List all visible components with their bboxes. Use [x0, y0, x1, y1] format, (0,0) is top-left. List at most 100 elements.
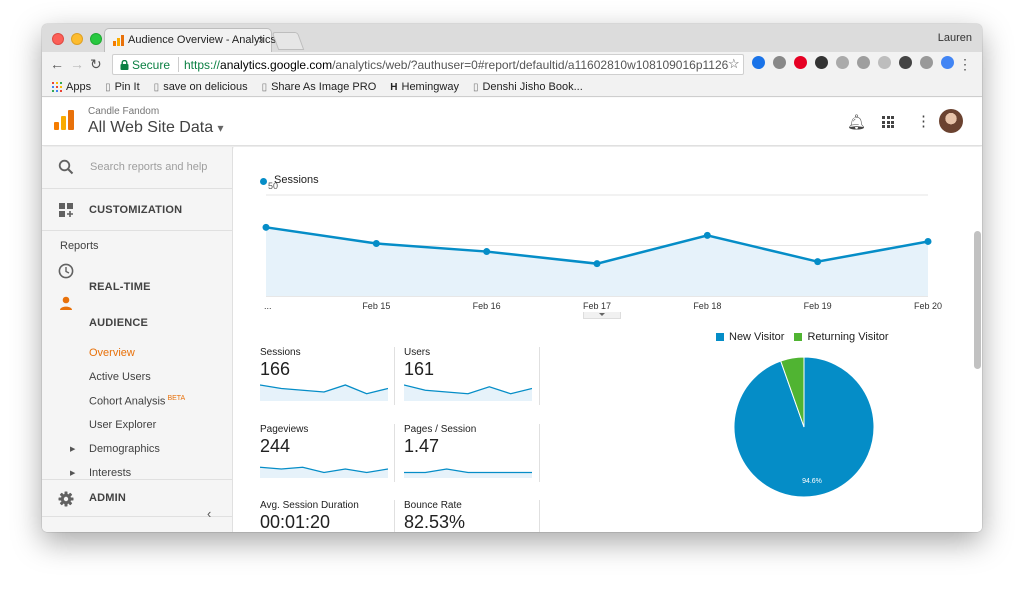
tab-title: Audience Overview - Analytics — [128, 34, 276, 46]
more-options-icon[interactable]: ⋮ — [916, 113, 931, 130]
sidebar-item-user-explorer[interactable]: User Explorer — [89, 419, 157, 431]
forward-arrow-icon[interactable]: → — [70, 56, 84, 72]
property-name: All Web Site Data — [88, 119, 214, 136]
metric-pageviews[interactable]: Pageviews 244 — [260, 424, 394, 484]
address-bar[interactable]: Secure https://analytics.google.com/anal… — [112, 54, 744, 75]
sidebar-item-customization[interactable]: CUSTOMIZATION — [42, 189, 233, 231]
apps-launcher-icon[interactable] — [882, 116, 894, 128]
sessions-point — [924, 237, 932, 245]
customization-icon — [59, 203, 73, 217]
page-icon: ▯ — [261, 81, 268, 93]
sparkline-area — [404, 469, 532, 478]
expand-triangle-icon[interactable]: ▶ — [70, 470, 76, 477]
visitor-pie-chart[interactable]: 94.6% — [730, 353, 878, 501]
x-tick-label: Feb 17 — [583, 301, 611, 311]
browser-menu-icon[interactable]: ⋮ — [958, 56, 972, 72]
browser-window: Audience Overview - Analytics × Lauren ←… — [42, 24, 982, 532]
secure-label: Secure — [132, 58, 171, 72]
minimize-window-button[interactable] — [71, 33, 83, 45]
metric-avg-session-duration[interactable]: Avg. Session Duration 00:01:20 — [260, 500, 394, 532]
x-tick-label: ... — [264, 301, 272, 311]
account-name[interactable]: Candle Fandom — [88, 106, 160, 117]
tab-close-icon[interactable]: × — [257, 33, 265, 47]
metric-value: 82.53% — [404, 512, 466, 532]
sessions-point — [814, 258, 822, 266]
sparkline-line — [404, 468, 532, 474]
extension-icon[interactable] — [794, 56, 807, 69]
sidebar-item-label: AUDIENCE — [89, 317, 149, 329]
new-tab-button[interactable] — [271, 32, 305, 50]
profile-name[interactable]: Lauren — [937, 32, 972, 44]
metric-value: 161 — [404, 359, 435, 379]
sparkline-line — [260, 466, 388, 474]
reload-icon[interactable]: ↻ — [90, 56, 102, 72]
bookmark-pin-it[interactable]: ▯ Pin It — [105, 81, 140, 93]
url-scheme: https:// — [184, 58, 221, 72]
tab-analytics[interactable]: Audience Overview - Analytics × — [104, 28, 276, 52]
analytics-favicon-icon — [113, 35, 124, 46]
metric-sessions[interactable]: Sessions 166 — [260, 347, 394, 407]
url-host: analytics.google.com — [220, 58, 333, 72]
sidebar-item-demographics[interactable]: Demographics — [89, 443, 160, 455]
sidebar-item-overview[interactable]: Overview — [89, 347, 135, 359]
legend-label: New Visitor — [729, 331, 785, 343]
metric-divider — [394, 500, 395, 532]
metric-label: Users — [404, 347, 431, 358]
scrollbar-thumb[interactable] — [974, 231, 981, 369]
bookmark-denshi-jisho[interactable]: ▯ Denshi Jisho Book... — [473, 81, 583, 93]
search-icon — [58, 159, 74, 175]
metric-value: 166 — [260, 359, 291, 379]
back-arrow-icon[interactable]: ← — [50, 56, 64, 72]
extension-icon[interactable] — [899, 56, 912, 69]
close-window-button[interactable] — [52, 33, 64, 45]
extension-icon[interactable] — [752, 56, 765, 69]
metric-label: Sessions — [260, 347, 301, 358]
bookmark-hemingway[interactable]: H Hemingway — [390, 81, 459, 93]
sparkline-area — [404, 385, 532, 401]
search-input[interactable]: Search reports and help — [90, 161, 208, 173]
property-selector[interactable]: All Web Site Data ▾ — [88, 119, 224, 137]
sidebar-item-active-users[interactable]: Active Users — [89, 371, 151, 383]
analytics-logo-icon[interactable] — [54, 110, 74, 130]
sidebar-search[interactable]: Search reports and help — [42, 147, 233, 189]
url-divider — [178, 57, 179, 72]
sidebar-item-interests[interactable]: Interests — [89, 467, 132, 479]
metric-value: 1.47 — [404, 436, 440, 456]
zoom-window-button[interactable] — [90, 33, 102, 45]
pie-legend: New Visitor Returning Visitor — [716, 331, 889, 343]
metric-users[interactable]: Users 161 — [404, 347, 538, 407]
extension-icon[interactable] — [836, 56, 849, 69]
sidebar-item-admin[interactable]: ADMIN — [42, 479, 233, 517]
extension-icon[interactable] — [878, 56, 891, 69]
sessions-legend-dot — [260, 178, 267, 185]
notifications-bell-icon[interactable]: 🔔︎ — [847, 114, 867, 131]
extension-icon[interactable] — [920, 56, 933, 69]
reports-section-label: Reports — [60, 240, 99, 252]
bookmark-share-as-image[interactable]: ▯ Share As Image PRO — [262, 81, 377, 93]
metric-divider — [394, 424, 395, 482]
collapse-sidebar-icon[interactable]: ‹ — [207, 506, 212, 521]
sidebar-item-cohort-analysis[interactable]: Cohort Analysis BETA — [89, 395, 185, 408]
bookmark-star-icon[interactable]: ☆ — [728, 56, 740, 71]
chart-resize-handle[interactable] — [583, 312, 621, 319]
sidebar-item-label: CUSTOMIZATION — [89, 204, 183, 216]
expand-triangle-icon[interactable]: ▶ — [70, 446, 76, 453]
sparkline — [260, 466, 388, 478]
metric-pages-session[interactable]: Pages / Session 1.47 — [404, 424, 538, 484]
extension-icon[interactable] — [773, 56, 786, 69]
bookmark-apps[interactable]: Apps — [52, 81, 91, 93]
x-tick-label: Feb 18 — [693, 301, 721, 311]
bookmark-label: Apps — [66, 81, 92, 93]
metric-bounce-rate[interactable]: Bounce Rate 82.53% — [404, 500, 538, 532]
bookmark-save-on-delicious[interactable]: ▯ save on delicious — [154, 81, 248, 93]
url-text[interactable]: https://analytics.google.com/analytics/w… — [184, 58, 729, 72]
avatar[interactable] — [939, 109, 963, 133]
extension-icons — [752, 56, 954, 69]
extension-icon[interactable] — [815, 56, 828, 69]
bookmark-label: Hemingway — [401, 81, 459, 93]
sparkline — [260, 384, 388, 401]
extension-icon[interactable] — [857, 56, 870, 69]
extension-icon[interactable] — [941, 56, 954, 69]
pie-slice-returning-visitor — [780, 356, 805, 428]
